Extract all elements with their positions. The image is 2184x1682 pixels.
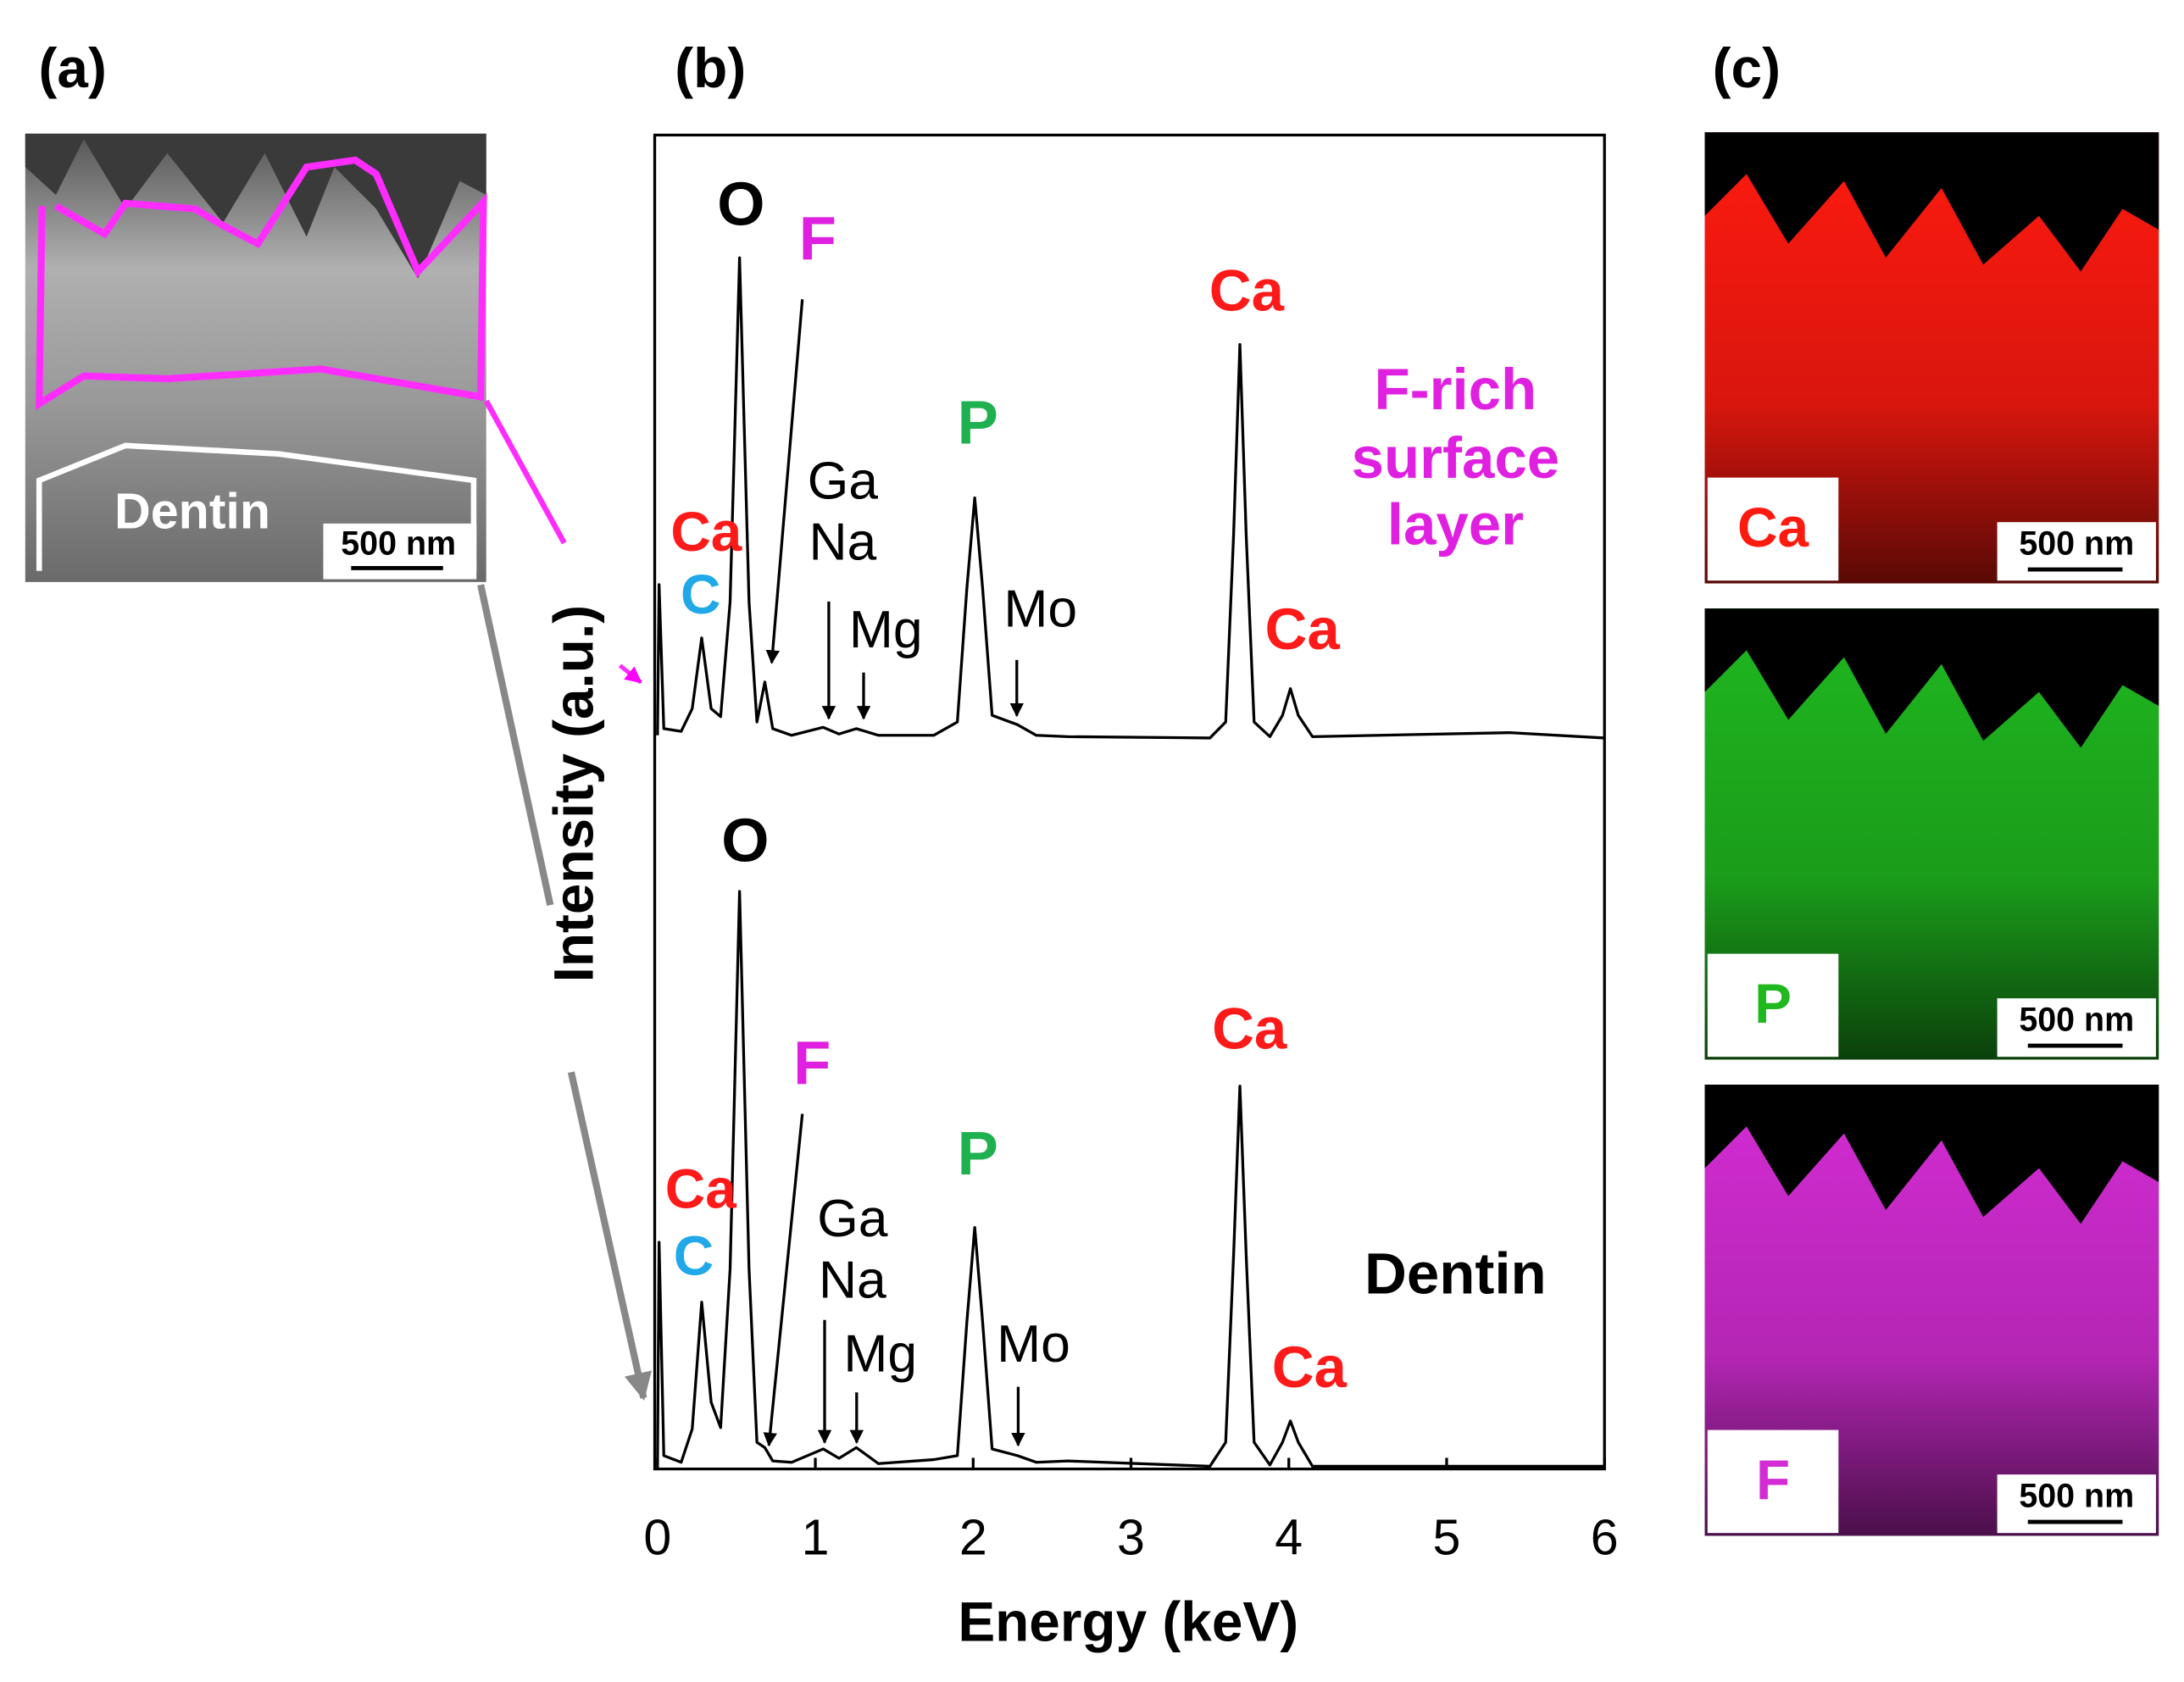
scale-bar-label: 500 nm (2019, 1478, 2134, 1515)
label-box (1707, 953, 1839, 1057)
annotation: F (799, 206, 836, 274)
annotation: Mo (997, 1314, 1070, 1374)
x-tick-label: 6 (1591, 1509, 1619, 1566)
scale-bar-label: 500 nm (2019, 1002, 2134, 1039)
surface-outline (36, 156, 487, 411)
x-tick-label: 4 (1275, 1509, 1303, 1566)
annotation: O (721, 808, 769, 875)
y-axis-label: Intensity (a.u.) (543, 605, 605, 982)
x-tick-label: 5 (1433, 1509, 1461, 1566)
annotation: Ca (1209, 258, 1285, 324)
annotation: Ca (1265, 597, 1341, 662)
dentin-outline (36, 442, 477, 571)
annotation: Ca (1212, 996, 1287, 1061)
panel-label: (c) (1713, 37, 1781, 99)
annotation: P (958, 390, 998, 458)
annotation: Ga (808, 451, 879, 510)
annotation: Ca (670, 501, 742, 563)
annotation: C (674, 1224, 714, 1286)
annotation: F-rich (1375, 357, 1537, 422)
annotation: Dentin (1364, 1241, 1547, 1307)
annotation: Ga (817, 1189, 888, 1248)
x-tick-label: 3 (1117, 1509, 1145, 1566)
annotation: Ca (1272, 1335, 1348, 1400)
region-label: Dentin (114, 483, 270, 540)
map-void (1704, 132, 2159, 272)
label-box (1707, 1429, 1839, 1534)
spectrum-line (656, 256, 1605, 740)
peak-arrows (763, 299, 1025, 1447)
x-tick-label: 0 (643, 1509, 671, 1566)
annotation: Mo (1003, 580, 1077, 639)
connector (477, 584, 554, 906)
annotation: Ca (665, 1158, 736, 1220)
label-box (1707, 477, 1839, 581)
spectrum-line (656, 890, 1605, 1468)
scale-bar-label: 500 nm (341, 525, 456, 563)
annotation: Na (819, 1251, 886, 1310)
annotation: C (681, 563, 720, 625)
map-void (1704, 1085, 2159, 1224)
scale-bar-label: 500 nm (2019, 525, 2134, 563)
annotation: P (958, 1120, 998, 1188)
x-axis-label: Energy (keV) (958, 1591, 1298, 1653)
annotation: Na (809, 513, 876, 572)
element-label: F (1756, 1449, 1790, 1511)
annotation: Mg (843, 1324, 917, 1384)
annotation: Mg (849, 600, 923, 659)
connector (483, 399, 567, 545)
annotation: F (793, 1030, 831, 1097)
map-void (1704, 608, 2159, 748)
annotation: surface (1352, 425, 1559, 491)
connector-arrow (567, 1071, 653, 1401)
connector-arrow (618, 663, 642, 685)
element-label: P (1754, 973, 1792, 1035)
annotation: O (717, 171, 764, 239)
panel-label: (a) (39, 37, 107, 99)
x-tick-label: 2 (959, 1509, 987, 1566)
element-label: Ca (1737, 497, 1809, 558)
panel-label: (b) (675, 37, 746, 99)
x-tick-label: 1 (802, 1509, 830, 1566)
annotation: layer (1387, 492, 1524, 558)
